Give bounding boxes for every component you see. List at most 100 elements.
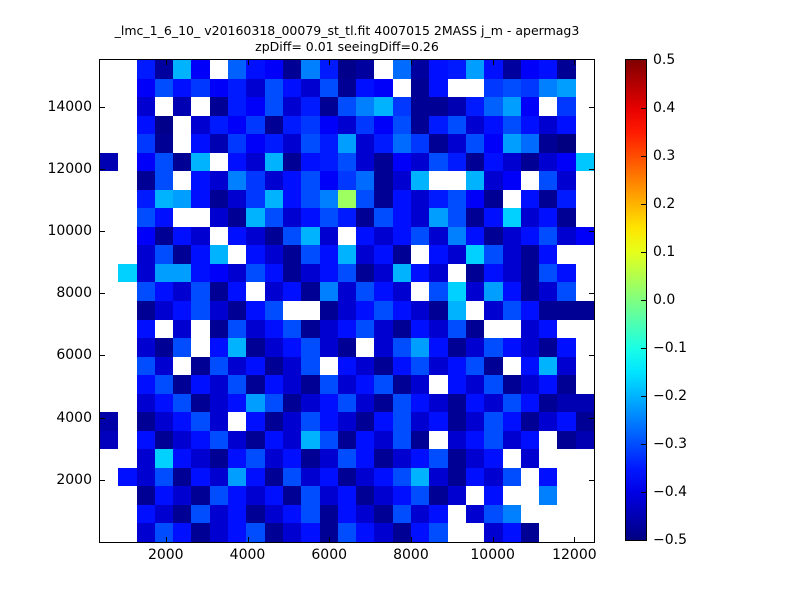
axis-tick — [410, 537, 412, 542]
heatmap-cell — [209, 134, 229, 153]
heatmap-cell — [520, 356, 540, 376]
heatmap-cell — [191, 412, 210, 431]
heatmap-cell — [282, 263, 302, 283]
heatmap-cell — [575, 319, 594, 339]
heatmap-cell — [136, 97, 155, 116]
heatmap-cell — [411, 393, 430, 413]
heatmap-cell — [100, 319, 119, 339]
colorbar-tick-label: 0.1 — [653, 244, 676, 260]
heatmap-cell — [411, 319, 430, 339]
heatmap-cell — [173, 301, 192, 320]
heatmap-cell — [282, 338, 302, 357]
axis-tick — [589, 355, 594, 357]
heatmap-cell — [228, 301, 247, 320]
heatmap-cell — [411, 486, 430, 505]
heatmap-cell — [264, 430, 283, 450]
heatmap-cell — [154, 171, 174, 190]
heatmap-cell — [319, 152, 338, 172]
heatmap-cell — [191, 430, 210, 450]
heatmap-cell — [301, 504, 320, 524]
heatmap-cell — [136, 152, 155, 172]
heatmap-cell — [337, 449, 357, 468]
heatmap-cell — [557, 282, 576, 301]
heatmap-cell — [539, 523, 558, 542]
heatmap-cell — [319, 115, 338, 135]
heatmap-cell — [264, 301, 283, 320]
heatmap-cell — [411, 282, 430, 301]
heatmap-cell — [484, 319, 503, 339]
heatmap-cell — [539, 430, 558, 450]
heatmap-cell — [154, 467, 174, 487]
heatmap-cell — [575, 60, 594, 79]
heatmap-cell — [447, 115, 466, 135]
x-tick-label: 12000 — [552, 547, 597, 563]
heatmap-cell — [539, 412, 558, 431]
heatmap-cell — [557, 226, 576, 246]
heatmap-cell — [301, 134, 320, 153]
heatmap-cell — [502, 97, 521, 116]
heatmap-cell — [447, 486, 466, 505]
heatmap-cell — [337, 245, 357, 264]
heatmap-cell — [301, 338, 320, 357]
heatmap-cell — [575, 375, 594, 394]
heatmap-cell — [246, 171, 265, 190]
heatmap-cell — [173, 504, 192, 524]
heatmap-cell — [246, 523, 265, 542]
heatmap-cell — [520, 152, 540, 172]
heatmap-cell — [429, 60, 448, 79]
heatmap-cell — [392, 356, 412, 376]
heatmap-cell — [100, 97, 119, 116]
heatmap-cell — [575, 301, 594, 320]
heatmap-cell — [429, 393, 448, 413]
heatmap-cell — [520, 319, 540, 339]
heatmap-cell — [429, 226, 448, 246]
heatmap-cell — [484, 338, 503, 357]
heatmap-cell — [465, 504, 485, 524]
plot-area — [99, 59, 595, 543]
heatmap-cell — [502, 208, 521, 227]
heatmap-cell — [575, 523, 594, 542]
heatmap-cell — [319, 486, 338, 505]
colorbar-tick-label: −0.4 — [653, 484, 687, 500]
heatmap-cell — [429, 375, 448, 394]
heatmap-cell — [484, 152, 503, 172]
heatmap-cell — [484, 263, 503, 283]
heatmap-cell — [209, 152, 229, 172]
heatmap-cell — [100, 375, 119, 394]
heatmap-cell — [356, 338, 375, 357]
heatmap-cell — [356, 263, 375, 283]
heatmap-cell — [502, 338, 521, 357]
heatmap-cell — [191, 134, 210, 153]
heatmap-cell — [100, 115, 119, 135]
heatmap-cell — [228, 319, 247, 339]
heatmap-cell — [502, 467, 521, 487]
heatmap-cell — [118, 78, 137, 98]
heatmap-cell — [539, 60, 558, 79]
heatmap-cell — [319, 375, 338, 394]
heatmap-cell — [319, 263, 338, 283]
heatmap-cell — [392, 449, 412, 468]
heatmap-cell — [136, 282, 155, 301]
heatmap-cell — [429, 115, 448, 135]
heatmap-cell — [520, 393, 540, 413]
heatmap-cell — [118, 226, 137, 246]
heatmap-cell — [374, 467, 393, 487]
heatmap-cell — [282, 523, 302, 542]
heatmap-cell — [465, 171, 485, 190]
heatmap-cell — [337, 134, 357, 153]
heatmap-cell — [539, 171, 558, 190]
heatmap-cell — [411, 375, 430, 394]
heatmap-cell — [246, 393, 265, 413]
heatmap-cell — [136, 356, 155, 376]
heatmap-cell — [191, 486, 210, 505]
heatmap-cell — [100, 393, 119, 413]
heatmap-cell — [374, 393, 393, 413]
heatmap-cell — [356, 430, 375, 450]
heatmap-cell — [282, 467, 302, 487]
axis-tick — [641, 396, 646, 397]
heatmap-cell — [228, 282, 247, 301]
heatmap-cell — [411, 152, 430, 172]
heatmap-cell — [264, 134, 283, 153]
heatmap-cell — [319, 134, 338, 153]
heatmap-cell — [282, 134, 302, 153]
